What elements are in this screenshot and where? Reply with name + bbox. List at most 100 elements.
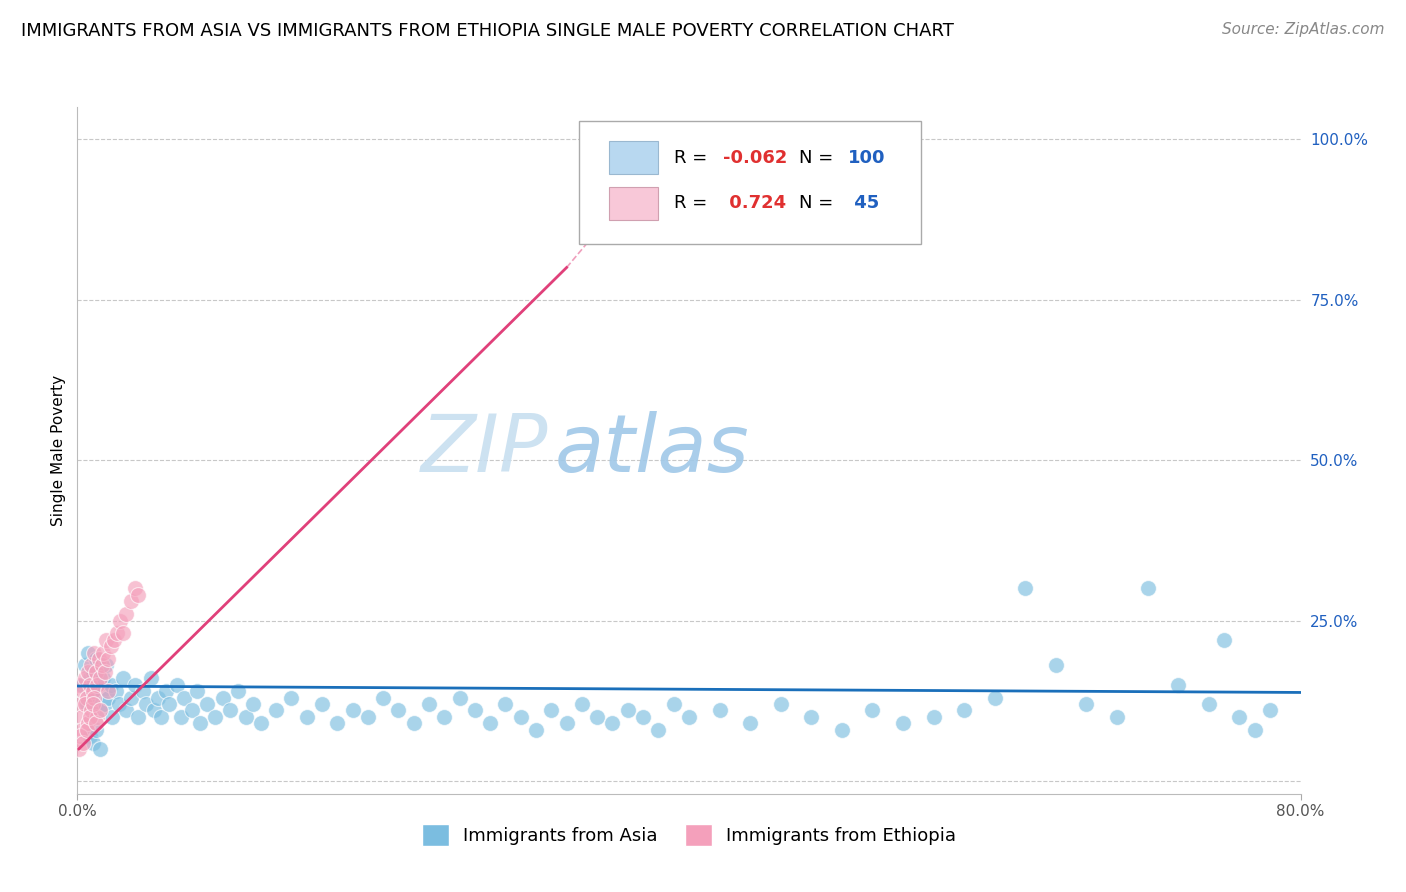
Point (250, 716, 273, 731)
Point (1167, 678, 1189, 692)
Text: ZIP: ZIP (420, 411, 548, 490)
Point (124, 678, 146, 692)
Y-axis label: Single Male Poverty: Single Male Poverty (51, 375, 66, 526)
Point (120, 690, 142, 705)
Point (77, 665, 100, 679)
Point (87, 652, 110, 666)
Point (80, 684, 103, 698)
Point (387, 703, 409, 717)
Text: 45: 45 (848, 194, 879, 212)
Point (100, 678, 122, 692)
Point (67, 678, 90, 692)
Point (495, 697, 517, 711)
Point (449, 690, 471, 705)
Point (127, 710, 149, 724)
Point (112, 671, 135, 685)
Point (1014, 582, 1036, 596)
Point (242, 697, 264, 711)
Point (77, 646, 100, 660)
Point (72, 684, 94, 698)
Point (1045, 658, 1067, 673)
Point (311, 697, 333, 711)
Point (80, 658, 103, 673)
Point (91, 671, 114, 685)
Point (1229, 710, 1251, 724)
Point (1213, 632, 1236, 647)
Text: Source: ZipAtlas.com: Source: ZipAtlas.com (1222, 22, 1385, 37)
Point (188, 716, 211, 731)
Point (67, 742, 90, 756)
Point (211, 690, 233, 705)
Point (155, 684, 177, 698)
Point (922, 710, 945, 724)
Point (115, 703, 138, 717)
Point (571, 697, 593, 711)
Point (97, 684, 120, 698)
Point (70, 723, 93, 737)
FancyBboxPatch shape (579, 120, 921, 244)
Point (195, 697, 218, 711)
Bar (609, 187, 658, 220)
Point (73, 658, 96, 673)
Point (127, 588, 149, 602)
Point (142, 703, 165, 717)
Point (170, 710, 193, 724)
Point (186, 684, 208, 698)
Point (112, 626, 135, 640)
Point (115, 607, 138, 622)
Point (103, 632, 125, 647)
Point (79, 710, 101, 724)
Point (709, 703, 731, 717)
Point (984, 690, 1007, 705)
Point (433, 710, 456, 724)
Point (264, 703, 287, 717)
Point (100, 639, 122, 653)
Text: 100: 100 (848, 149, 886, 167)
Point (464, 703, 486, 717)
Bar (609, 141, 658, 174)
Text: R =: R = (675, 194, 707, 212)
Point (647, 723, 669, 737)
Point (1243, 723, 1265, 737)
Point (77, 716, 100, 731)
Point (226, 684, 249, 698)
Point (166, 678, 188, 692)
Point (73, 697, 96, 711)
Point (79, 729, 101, 743)
Point (173, 690, 195, 705)
Point (89, 703, 111, 717)
Point (97, 690, 120, 705)
Point (80, 703, 103, 717)
Point (150, 710, 173, 724)
Point (953, 703, 976, 717)
Point (631, 710, 654, 724)
Point (69, 729, 91, 743)
Point (204, 710, 226, 724)
Point (124, 582, 146, 596)
Point (79, 671, 101, 685)
Point (524, 723, 547, 737)
Point (357, 710, 380, 724)
Text: atlas: atlas (554, 411, 749, 490)
Point (107, 697, 129, 711)
Point (89, 703, 111, 717)
Text: 0.724: 0.724 (723, 194, 786, 212)
Point (104, 684, 127, 698)
Point (326, 716, 349, 731)
Point (84, 652, 107, 666)
Point (769, 697, 792, 711)
Point (555, 716, 578, 731)
Point (76, 690, 98, 705)
Point (235, 710, 257, 724)
Point (86, 678, 108, 692)
Point (97, 652, 120, 666)
Point (157, 697, 180, 711)
Text: -0.062: -0.062 (723, 149, 787, 167)
Point (120, 594, 142, 608)
Text: R =: R = (675, 149, 707, 167)
Point (617, 703, 640, 717)
Point (90, 684, 112, 698)
Point (295, 710, 318, 724)
Point (69, 697, 91, 711)
Point (662, 697, 685, 711)
